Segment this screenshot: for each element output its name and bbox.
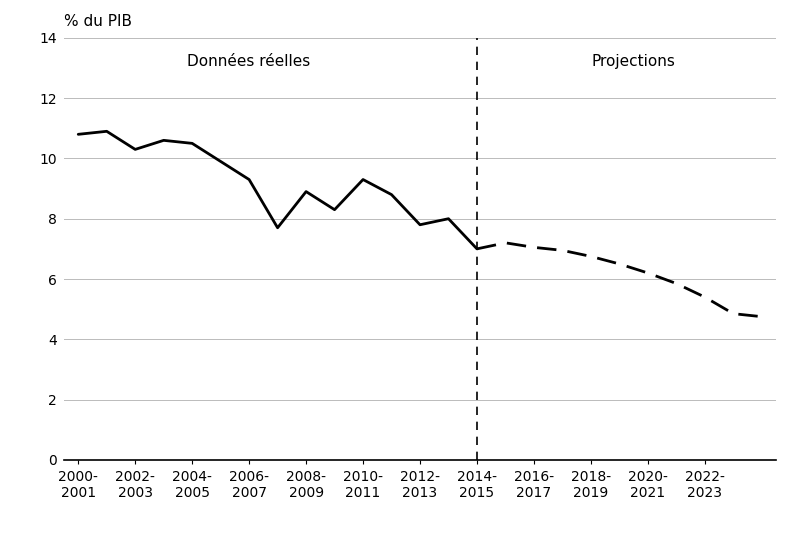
Text: Données réelles: Données réelles [187, 55, 310, 69]
Text: Projections: Projections [592, 55, 675, 69]
Text: % du PIB: % du PIB [64, 15, 132, 29]
